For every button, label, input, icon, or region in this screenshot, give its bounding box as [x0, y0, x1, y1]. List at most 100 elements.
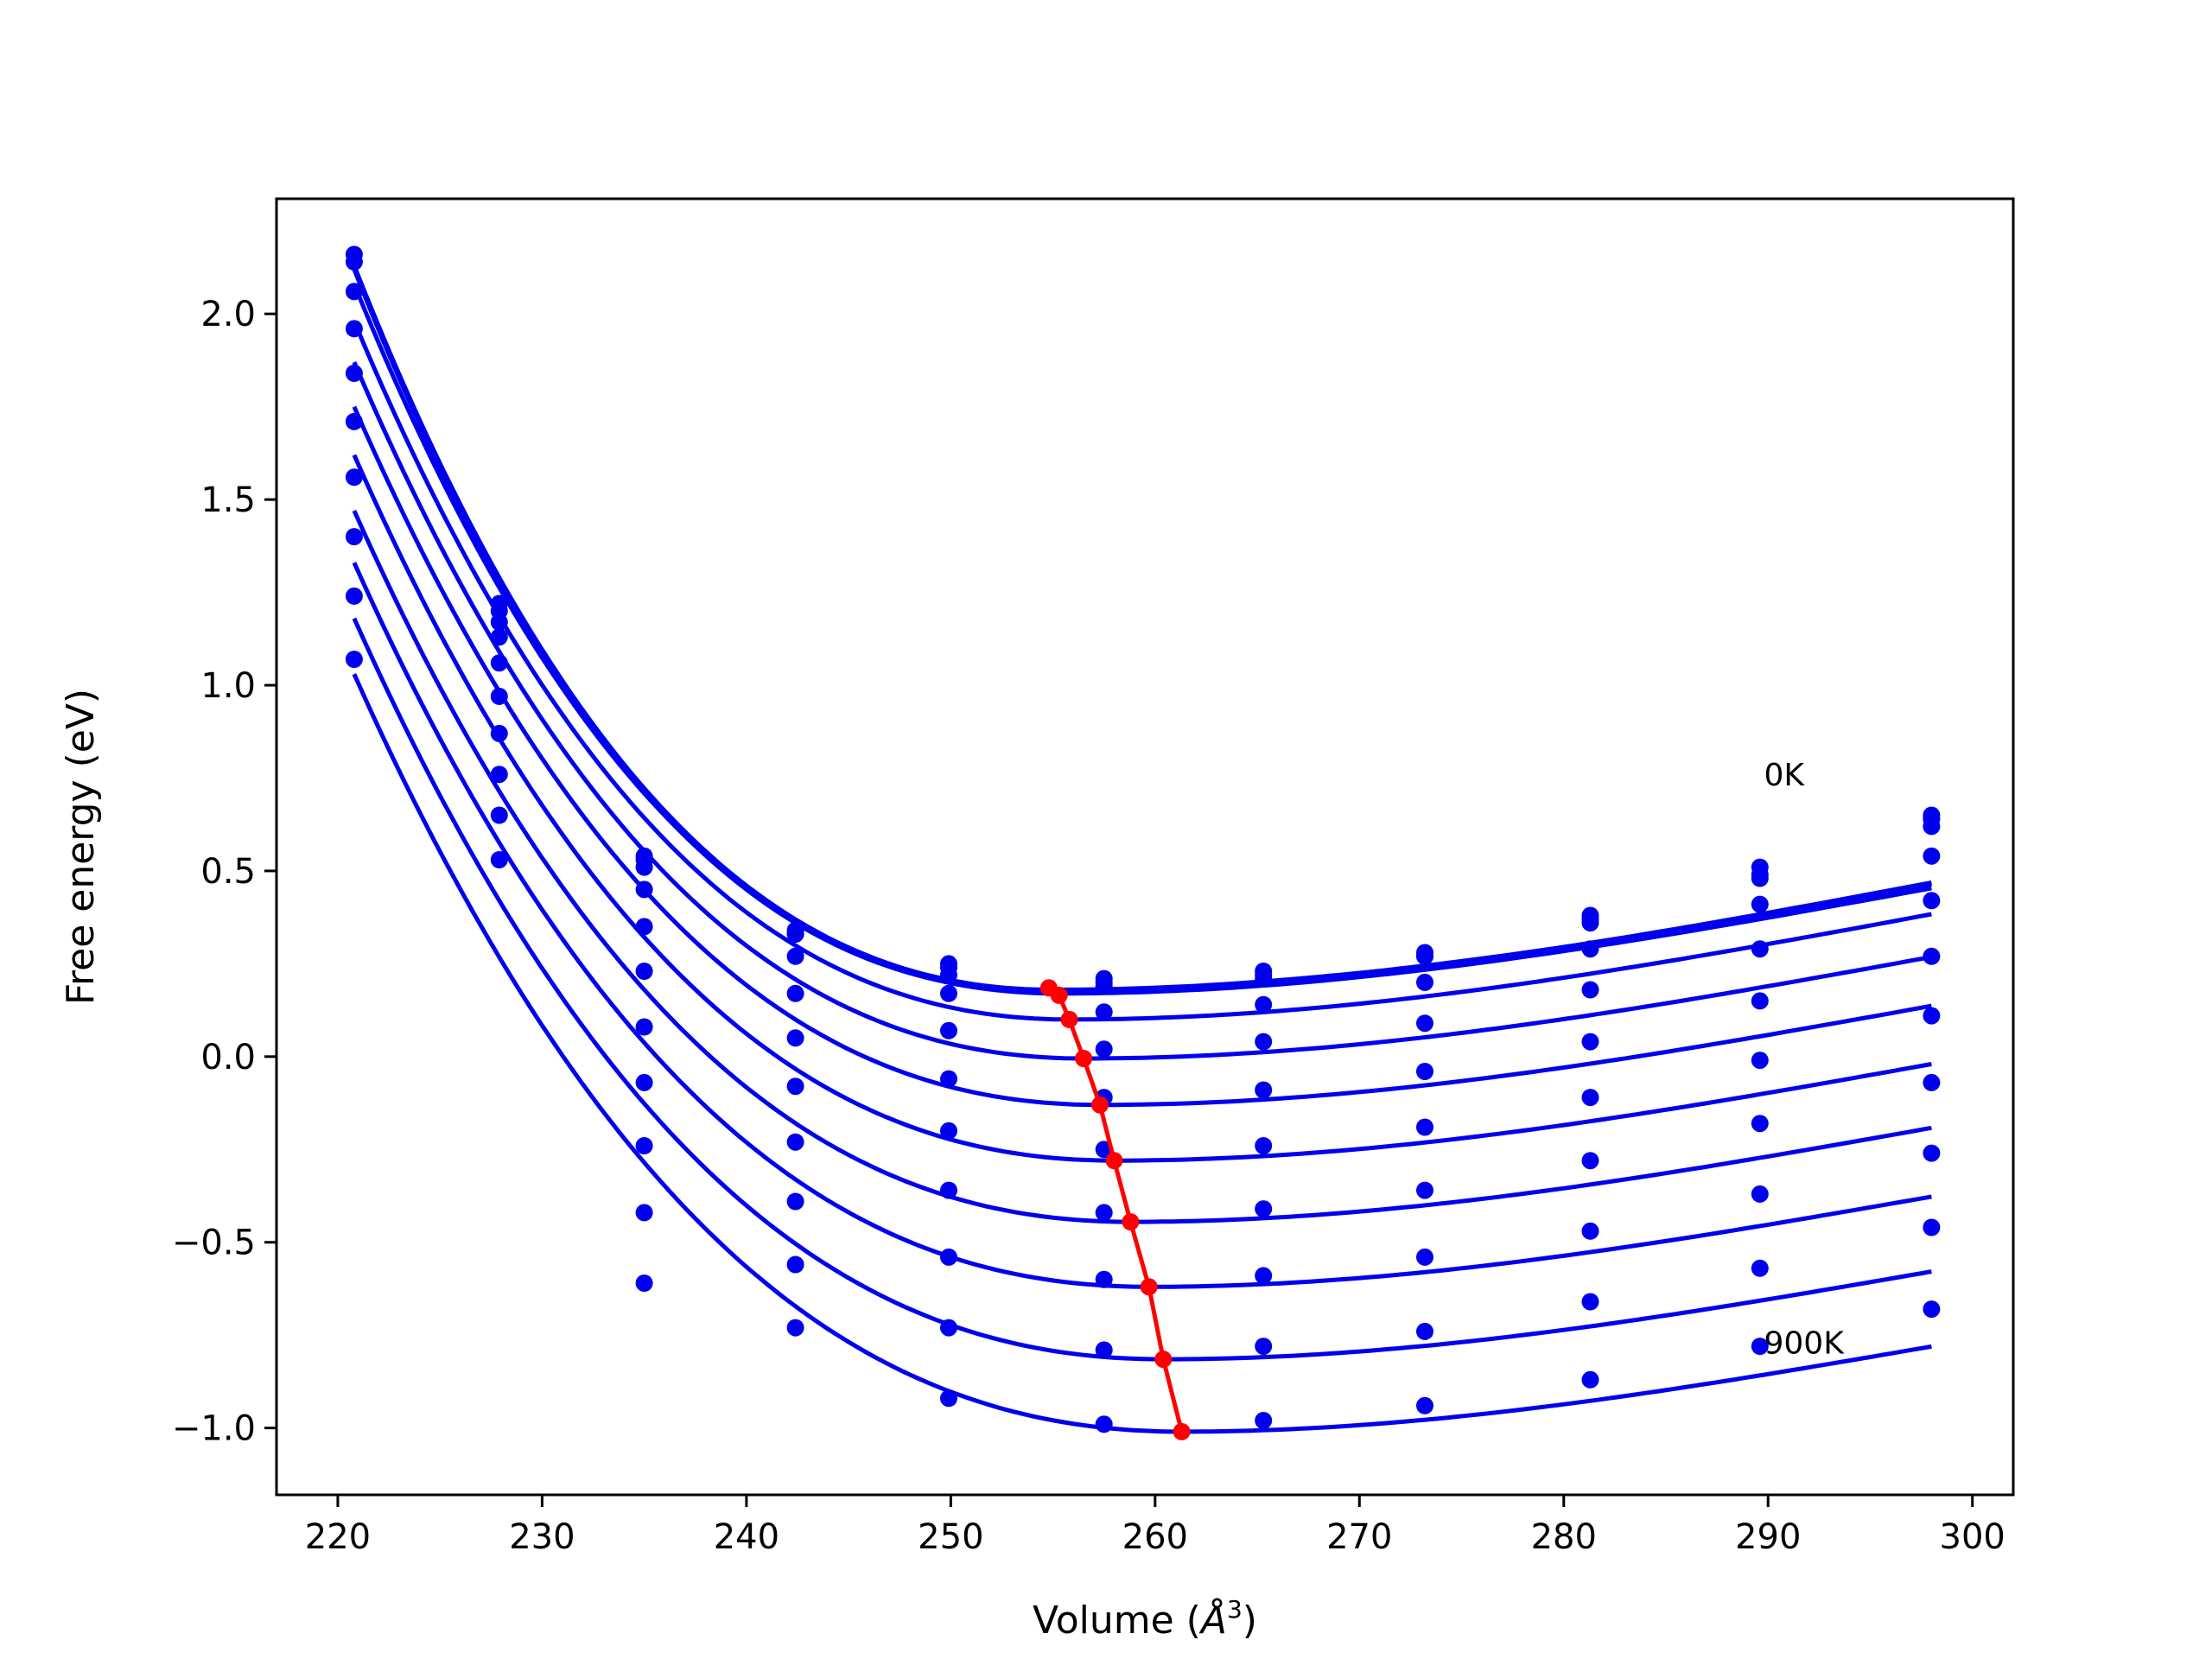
y-tick-label: 0.5 — [200, 852, 256, 892]
data-point — [635, 1073, 653, 1091]
data-point — [345, 365, 363, 382]
data-point — [1581, 1370, 1599, 1389]
x-tick-label: 220 — [305, 1517, 371, 1557]
data-point — [1581, 981, 1599, 999]
fit-curve-10 — [352, 673, 1932, 1434]
data-point — [1751, 1338, 1769, 1356]
x-tick-label: 240 — [714, 1517, 779, 1557]
data-point — [940, 1122, 957, 1140]
x-axis-label: Volume (Å3) — [1033, 1595, 1257, 1643]
equilibrium-point — [1091, 1096, 1109, 1114]
x-tick-label: 250 — [918, 1517, 983, 1557]
x-axis-ticks: 220 230 240 250 260 270 280 290 300 — [305, 1495, 2005, 1557]
x-tick-label: 300 — [1940, 1517, 2005, 1557]
data-point — [1751, 1185, 1769, 1203]
x-tick-label: 260 — [1122, 1517, 1188, 1557]
data-point — [1923, 947, 1941, 965]
y-tick-label: 0.0 — [200, 1038, 256, 1077]
data-point — [786, 1255, 804, 1274]
fit-curve-1 — [352, 264, 1932, 993]
data-point — [940, 1248, 957, 1266]
data-point — [786, 1077, 804, 1096]
fit-curve-3 — [352, 320, 1932, 1022]
curve-annotation: 900K — [1764, 1326, 1846, 1362]
y-tick-label: 1.0 — [200, 666, 256, 706]
equilibrium-point — [1154, 1351, 1173, 1369]
data-point — [345, 412, 363, 430]
data-point — [1923, 892, 1941, 910]
data-point — [1095, 1341, 1113, 1359]
x-tick-label: 290 — [1735, 1517, 1801, 1557]
data-point — [1255, 1200, 1273, 1218]
fit-curve-2 — [352, 283, 1932, 996]
data-point — [940, 984, 957, 1002]
plot-frame — [275, 197, 2015, 1497]
fit-curve-5 — [352, 405, 1932, 1108]
fit-curve-6 — [352, 454, 1932, 1163]
data-point — [1581, 906, 1599, 925]
y-axis-ticks: −1.0 −0.5 0.0 0.5 1.0 1.5 2.0 — [172, 295, 276, 1449]
data-point — [1923, 1144, 1941, 1162]
data-point — [1095, 1003, 1113, 1021]
data-point — [490, 851, 508, 868]
data-point — [1255, 1412, 1273, 1429]
data-point — [1416, 1063, 1433, 1080]
data-point — [1416, 1014, 1433, 1033]
data-point — [1255, 1267, 1273, 1285]
y-tick-label: 2.0 — [200, 295, 256, 334]
data-point — [786, 1192, 804, 1211]
data-point — [940, 1389, 957, 1408]
data-point — [940, 1021, 957, 1039]
equilibrium-line — [1039, 979, 1191, 1440]
y-tick-label: −0.5 — [172, 1224, 256, 1263]
data-point — [490, 806, 508, 824]
data-point — [786, 925, 804, 943]
equilibrium-point — [1060, 1010, 1078, 1028]
data-point — [1751, 992, 1769, 1010]
data-point — [1095, 1040, 1113, 1058]
data-point — [1416, 1181, 1433, 1199]
data-point — [1923, 1073, 1941, 1091]
data-point — [786, 984, 804, 1002]
data-point — [345, 587, 363, 605]
equilibrium-point — [1050, 986, 1068, 1004]
data-point — [1751, 1115, 1769, 1133]
data-point — [1581, 1293, 1599, 1311]
data-point — [635, 1137, 653, 1154]
fit-curve-4 — [352, 361, 1932, 1061]
data-point — [345, 468, 363, 486]
equilibrium-path — [1047, 986, 1185, 1433]
data-point — [1581, 940, 1599, 958]
data-point — [1923, 1218, 1941, 1236]
x-tick-label: 280 — [1531, 1517, 1597, 1557]
data-point — [1416, 1322, 1433, 1340]
data-points — [345, 245, 1941, 1433]
data-point — [490, 654, 508, 672]
data-point — [940, 1070, 957, 1088]
equilibrium-point — [1140, 1278, 1158, 1296]
data-point — [1923, 847, 1941, 865]
data-point — [786, 1319, 804, 1337]
curve-annotation: 0K — [1764, 758, 1806, 793]
data-point — [345, 253, 363, 271]
data-point — [1751, 858, 1769, 876]
annotations: 0K 900K — [1764, 758, 1846, 1362]
data-point — [1751, 1259, 1769, 1277]
data-point — [786, 1133, 804, 1151]
data-point — [1923, 1300, 1941, 1319]
data-point — [1095, 1204, 1113, 1222]
data-point — [1751, 1052, 1769, 1070]
data-point — [1751, 940, 1769, 958]
data-point — [490, 687, 508, 705]
y-tick-label: 1.5 — [200, 480, 256, 520]
data-point — [1095, 1415, 1113, 1433]
data-point — [635, 880, 653, 899]
x-tick-label: 230 — [509, 1517, 575, 1557]
data-point — [345, 320, 363, 338]
data-point — [635, 1018, 653, 1036]
data-point — [1581, 1222, 1599, 1240]
data-point — [1416, 973, 1433, 991]
data-point — [1751, 895, 1769, 913]
data-point — [940, 966, 957, 984]
